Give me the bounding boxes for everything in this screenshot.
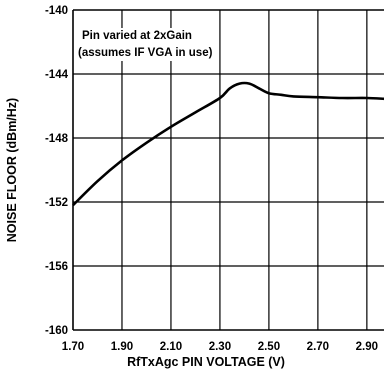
y-axis-label: NOISE FLOOR (dBm/Hz) (5, 98, 19, 242)
x-tick-label: 1.90 (111, 341, 133, 353)
x-tick-label: 1.70 (62, 341, 84, 353)
x-tick-label: 2.70 (307, 341, 329, 353)
y-tick-label: -148 (45, 133, 69, 145)
tick-labels: 1.70 1.90 2.10 2.30 2.50 2.70 2.90 -140 -144 -148… (45, 5, 378, 353)
x-tick-label: 2.30 (209, 341, 231, 353)
annotation-line-2: (assumes IF VGA in use) (78, 47, 213, 59)
plot-frame (72, 9, 384, 331)
x-tick-label: 2.10 (160, 341, 182, 353)
x-axis-label: RfTxAgc PIN VOLTAGE (V) (127, 355, 285, 369)
x-tick-label: 2.50 (258, 341, 280, 353)
y-tick-label: -144 (45, 69, 69, 81)
annotation-background (74, 28, 217, 61)
y-tick-label: -160 (45, 325, 68, 337)
y-tick-label: -140 (45, 5, 68, 17)
series-line (72, 81, 384, 207)
grid (73, 10, 384, 330)
annotation-line-1: Pin varied at 2xGain (82, 30, 192, 42)
x-tick-label: 2.90 (356, 341, 378, 353)
y-tick-label: -152 (45, 197, 68, 209)
series-group (72, 81, 384, 207)
y-tick-label: -156 (45, 261, 68, 273)
